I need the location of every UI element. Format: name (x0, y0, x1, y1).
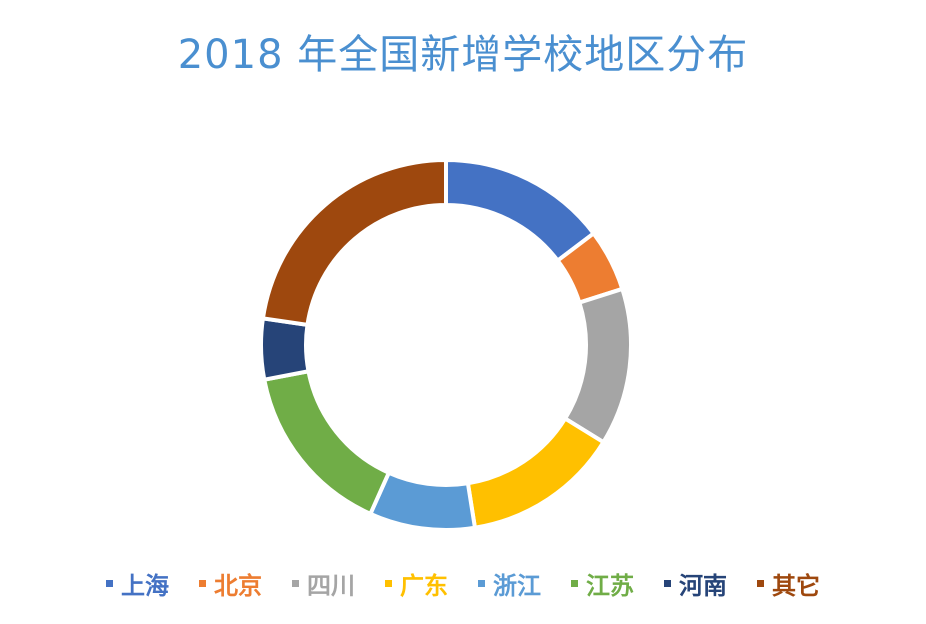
legend-swatch (292, 580, 299, 587)
legend-label: 上海 (121, 572, 169, 600)
legend-swatch (385, 580, 392, 587)
donut-chart (259, 157, 633, 531)
legend-label: 北京 (214, 572, 262, 600)
legend-item: 北京 (199, 566, 262, 601)
legend-swatch (664, 580, 671, 587)
legend: 上海 北京 四川 广东 浙江 江苏 河南 其它 (0, 566, 926, 601)
donut-slice-2 (562, 286, 633, 445)
legend-label: 河南 (679, 572, 727, 600)
legend-item: 河南 (664, 566, 727, 601)
legend-item: 四川 (292, 566, 355, 601)
legend-label: 浙江 (493, 572, 541, 600)
legend-swatch (571, 580, 578, 587)
legend-swatch (478, 580, 485, 587)
donut-slice-7 (260, 157, 448, 328)
donut-slice-3 (465, 415, 607, 531)
legend-item: 其它 (757, 566, 820, 601)
legend-label: 江苏 (586, 572, 634, 600)
legend-swatch (106, 580, 113, 587)
donut-slice-0 (444, 157, 597, 264)
legend-label: 广东 (400, 572, 448, 600)
chart-title: 2018 年全国新增学校地区分布 (177, 32, 749, 78)
legend-swatch (757, 580, 764, 587)
donut-slice-6 (259, 316, 311, 383)
donut-slice-5 (261, 368, 392, 517)
legend-item: 广东 (385, 566, 448, 601)
legend-label: 四川 (307, 572, 355, 600)
legend-item: 浙江 (478, 566, 541, 601)
legend-swatch (199, 580, 206, 587)
legend-item: 上海 (106, 566, 169, 601)
legend-item: 江苏 (571, 566, 634, 601)
legend-label: 其它 (772, 572, 820, 600)
